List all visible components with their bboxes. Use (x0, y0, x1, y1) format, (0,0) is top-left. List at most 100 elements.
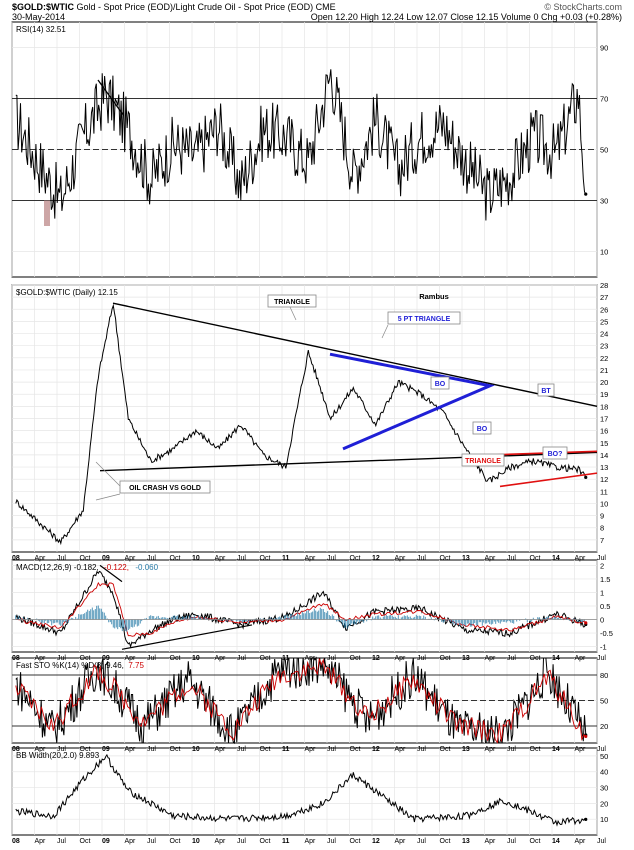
five-pt-label-pointer (381, 324, 389, 339)
x-tick-label: Oct (170, 655, 181, 662)
panel-title-stochastic: Fast STO %K(14) %D(3) 9.46, (16, 661, 124, 670)
y-tick-label-macd: 0 (600, 616, 604, 625)
x-tick-label: Jul (237, 746, 246, 753)
x-tick-label: Oct (260, 746, 271, 753)
x-tick-label: Oct (80, 746, 91, 753)
x-tick-label: Apr (215, 746, 227, 753)
x-tick-label: Oct (440, 655, 451, 662)
x-tick-label: Jul (417, 838, 426, 845)
y-tick-label-macd: 1.5 (600, 575, 610, 584)
x-tick-label: Jul (597, 746, 606, 753)
y-tick-label-bb_width: 50 (600, 752, 608, 761)
x-tick-label: Apr (485, 655, 497, 662)
red-triangle-label-box (461, 453, 505, 467)
x-tick-label: Apr (215, 838, 227, 845)
y-tick-label-rsi: 10 (600, 248, 608, 257)
date-label: 30-May-2014 (12, 12, 66, 22)
symbol-label: $GOLD:$WTIC (12, 2, 74, 12)
y-tick-label-macd: 0.5 (600, 602, 610, 611)
x-tick-label: 11 (282, 655, 290, 662)
y-tick-label-price: 16 (600, 427, 608, 436)
x-tick-label: Apr (485, 746, 497, 753)
x-tick-label: Jul (417, 746, 426, 753)
x-tick-label: Jul (237, 838, 246, 845)
x-tick-label: Apr (125, 746, 137, 753)
x-tick-label: Jul (327, 655, 336, 662)
x-tick-label: Jul (327, 838, 336, 845)
x-tick-label: 11 (282, 838, 290, 845)
y-tick-label-macd: 2 (600, 561, 604, 570)
x-tick-label: Apr (395, 838, 407, 845)
y-tick-label-price: 17 (600, 415, 608, 424)
triangle-lower-trendline (99, 451, 598, 472)
symbol-description: Gold - Spot Price (EOD)/Light Crude Oil … (76, 2, 336, 12)
x-tick-label: 09 (102, 555, 110, 562)
x-tick-label: Jul (597, 655, 606, 662)
panel-title-macd: MACD(12,26,9) -0.182, (16, 563, 99, 572)
y-tick-label-stochastic: 80 (600, 671, 608, 680)
watermark: © StockCharts.com (544, 2, 622, 12)
x-tick-label: 14 (552, 655, 560, 662)
series-line-macd-1 (15, 581, 587, 637)
x-tick-label: Apr (35, 655, 47, 662)
x-tick-label: Jul (57, 555, 66, 562)
y-tick-label-price: 23 (600, 342, 608, 351)
y-tick-label-rsi: 90 (600, 44, 608, 53)
ohlc-stats: Open 12.20 High 12.24 Low 12.07 Close 12… (310, 12, 622, 22)
x-tick-label: Oct (170, 746, 181, 753)
x-tick-label: Oct (350, 746, 361, 753)
x-tick-label: 14 (552, 746, 560, 753)
y-tick-label-bb_width: 10 (600, 815, 608, 824)
series-line-stochastic-0 (15, 656, 587, 745)
rsi-trendline (97, 79, 125, 117)
last-value-marker-rsi-0 (584, 192, 588, 196)
x-tick-label: Apr (395, 746, 407, 753)
y-tick-label-bb_width: 30 (600, 784, 608, 793)
x-tick-label: Apr (485, 555, 497, 562)
y-tick-label-price: 13 (600, 463, 608, 472)
triangle-upper-trendline (112, 302, 598, 408)
rambus-label: Rambus (419, 292, 449, 301)
x-tick-label: Oct (440, 838, 451, 845)
x-tick-label: Apr (305, 838, 317, 845)
x-tick-label: 08 (12, 838, 20, 845)
macd-upper-trendline (99, 564, 123, 583)
y-tick-label-price: 20 (600, 378, 608, 387)
five-pt-triangle-label: 5 PT TRIANGLE (398, 316, 451, 323)
x-tick-label: 09 (102, 838, 110, 845)
x-tick-label: Apr (305, 655, 317, 662)
y-tick-label-price: 14 (600, 451, 608, 460)
x-tick-label: Oct (530, 746, 541, 753)
y-tick-label-price: 8 (600, 524, 604, 533)
bo-question-label-box (542, 446, 568, 460)
y-tick-label-price: 12 (600, 475, 608, 484)
macd-lower-trendline (121, 624, 253, 650)
bo-label-1-box (430, 376, 450, 390)
x-tick-label: 13 (462, 838, 470, 845)
oil-crash-label: OIL CRASH VS GOLD (129, 485, 201, 492)
x-tick-label: Jul (327, 555, 336, 562)
x-tick-label: Apr (485, 838, 497, 845)
x-tick-label: 08 (12, 555, 20, 562)
y-tick-label-macd: 1 (600, 588, 604, 597)
x-tick-label: Oct (350, 655, 361, 662)
x-tick-label: Jul (507, 838, 516, 845)
series-line-price-0 (15, 303, 587, 546)
last-value-marker-bb_width-0 (584, 817, 588, 821)
x-tick-label: 12 (372, 838, 380, 845)
last-value-marker-price-0 (584, 475, 588, 479)
last-value-marker-stochastic-1 (584, 734, 588, 739)
triangle-label-pointer (289, 306, 297, 321)
x-tick-label: Jul (507, 746, 516, 753)
triangle-label-box (267, 294, 317, 308)
x-tick-label: Oct (440, 555, 451, 562)
y-tick-label-price: 9 (600, 512, 604, 521)
x-tick-label: Jul (147, 555, 156, 562)
x-tick-label: 13 (462, 746, 470, 753)
bo-label-1: BO (435, 381, 446, 388)
y-tick-label-stochastic: 20 (600, 722, 608, 731)
y-tick-label-bb_width: 40 (600, 768, 608, 777)
x-tick-label: Apr (35, 746, 47, 753)
panel-title-price: $GOLD:$WTIC (Daily) 12.15 (16, 288, 118, 297)
